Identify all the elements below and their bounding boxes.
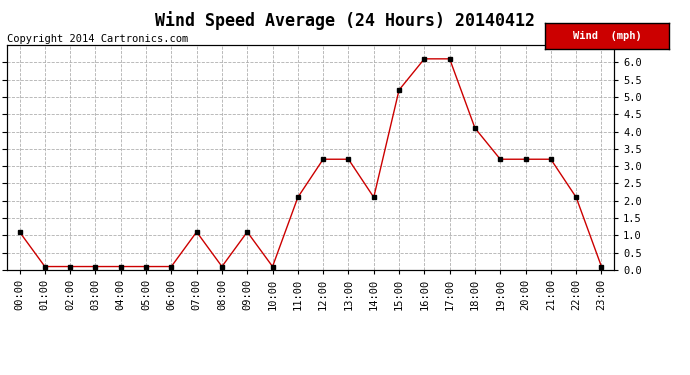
Text: Wind Speed Average (24 Hours) 20140412: Wind Speed Average (24 Hours) 20140412 xyxy=(155,11,535,30)
Text: Wind  (mph): Wind (mph) xyxy=(573,31,642,40)
Text: Copyright 2014 Cartronics.com: Copyright 2014 Cartronics.com xyxy=(7,34,188,44)
